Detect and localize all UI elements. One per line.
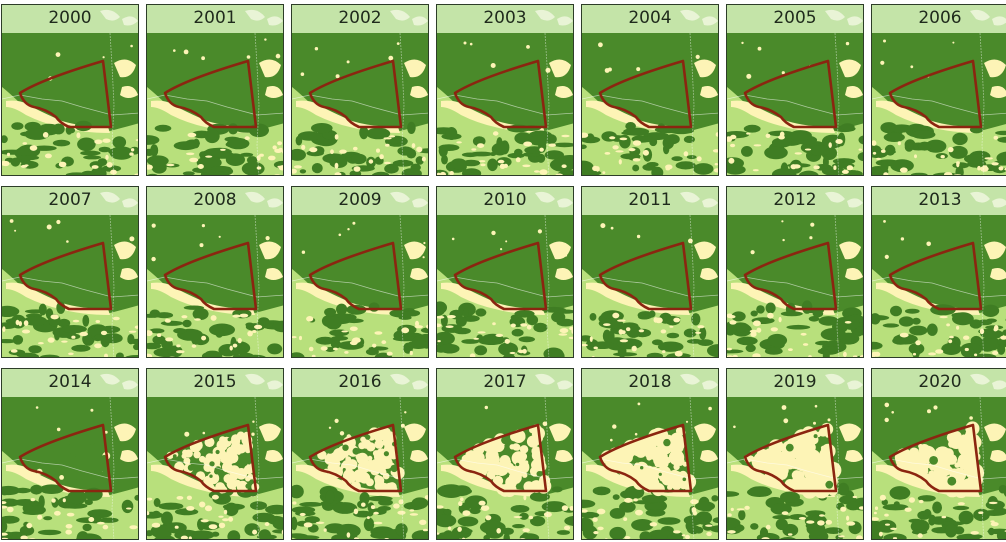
map-canvas xyxy=(147,369,283,539)
concession-boundary xyxy=(888,241,983,311)
map-canvas xyxy=(582,5,718,175)
year-label: 2006 xyxy=(918,8,962,28)
map-panel-2003: 2003 xyxy=(436,4,574,176)
map-panel-2001: 2001 xyxy=(146,4,284,176)
map-canvas xyxy=(582,369,718,539)
concession-boundary xyxy=(598,241,693,311)
map-canvas xyxy=(2,187,138,357)
map-panel-2005: 2005 xyxy=(726,4,864,176)
map-panel-2010: 2010 xyxy=(436,186,574,358)
map-canvas xyxy=(292,369,428,539)
year-label: 2014 xyxy=(48,372,92,392)
map-panel-2014: 2014 xyxy=(1,368,139,540)
concession-boundary xyxy=(743,241,838,311)
concession-boundary xyxy=(743,423,838,493)
concession-boundary xyxy=(743,59,838,129)
map-canvas xyxy=(872,5,1006,175)
concession-boundary xyxy=(308,423,403,493)
year-label: 2004 xyxy=(628,8,672,28)
map-canvas xyxy=(437,187,573,357)
map-panel-2015: 2015 xyxy=(146,368,284,540)
year-label: 2018 xyxy=(628,372,672,392)
map-canvas xyxy=(727,5,863,175)
map-canvas xyxy=(147,187,283,357)
year-label: 2020 xyxy=(918,372,962,392)
map-panel-2020: 2020 xyxy=(871,368,1006,540)
map-panel-2019: 2019 xyxy=(726,368,864,540)
year-label: 2019 xyxy=(773,372,817,392)
concession-boundary xyxy=(163,241,258,311)
year-label: 2011 xyxy=(628,190,672,210)
year-label: 2005 xyxy=(773,8,817,28)
map-panel-2018: 2018 xyxy=(581,368,719,540)
map-canvas xyxy=(727,187,863,357)
map-canvas xyxy=(437,5,573,175)
map-panel-2013: 2013 xyxy=(871,186,1006,358)
year-label: 2007 xyxy=(48,190,92,210)
map-canvas xyxy=(437,369,573,539)
map-panel-2012: 2012 xyxy=(726,186,864,358)
map-panel-2002: 2002 xyxy=(291,4,429,176)
concession-boundary xyxy=(453,423,548,493)
concession-boundary xyxy=(18,423,113,493)
map-canvas xyxy=(582,187,718,357)
map-panel-2009: 2009 xyxy=(291,186,429,358)
concession-boundary xyxy=(163,423,258,493)
year-label: 2016 xyxy=(338,372,382,392)
map-panel-2008: 2008 xyxy=(146,186,284,358)
map-canvas xyxy=(292,5,428,175)
year-label: 2001 xyxy=(193,8,237,28)
map-panel-2017: 2017 xyxy=(436,368,574,540)
year-label: 2013 xyxy=(918,190,962,210)
year-label: 2012 xyxy=(773,190,817,210)
year-label: 2002 xyxy=(338,8,382,28)
concession-boundary xyxy=(18,59,113,129)
year-label: 2000 xyxy=(48,8,92,28)
concession-boundary xyxy=(308,59,403,129)
year-label: 2010 xyxy=(483,190,527,210)
year-label: 2008 xyxy=(193,190,237,210)
map-panel-2000: 2000 xyxy=(1,4,139,176)
year-label: 2009 xyxy=(338,190,382,210)
map-panel-2011: 2011 xyxy=(581,186,719,358)
map-canvas xyxy=(292,187,428,357)
concession-boundary xyxy=(888,423,983,493)
map-canvas xyxy=(872,369,1006,539)
map-panel-2016: 2016 xyxy=(291,368,429,540)
concession-boundary xyxy=(163,59,258,129)
concession-boundary xyxy=(453,241,548,311)
map-canvas xyxy=(2,369,138,539)
concession-boundary xyxy=(308,241,403,311)
year-label: 2003 xyxy=(483,8,527,28)
map-panel-2007: 2007 xyxy=(1,186,139,358)
concession-boundary xyxy=(888,59,983,129)
concession-boundary xyxy=(453,59,548,129)
map-panel-2004: 2004 xyxy=(581,4,719,176)
map-canvas xyxy=(147,5,283,175)
map-canvas xyxy=(872,187,1006,357)
map-panel-2006: 2006 xyxy=(871,4,1006,176)
map-canvas xyxy=(727,369,863,539)
year-label: 2017 xyxy=(483,372,527,392)
concession-boundary xyxy=(18,241,113,311)
map-canvas xyxy=(2,5,138,175)
concession-boundary xyxy=(598,423,693,493)
concession-boundary xyxy=(598,59,693,129)
year-label: 2015 xyxy=(193,372,237,392)
